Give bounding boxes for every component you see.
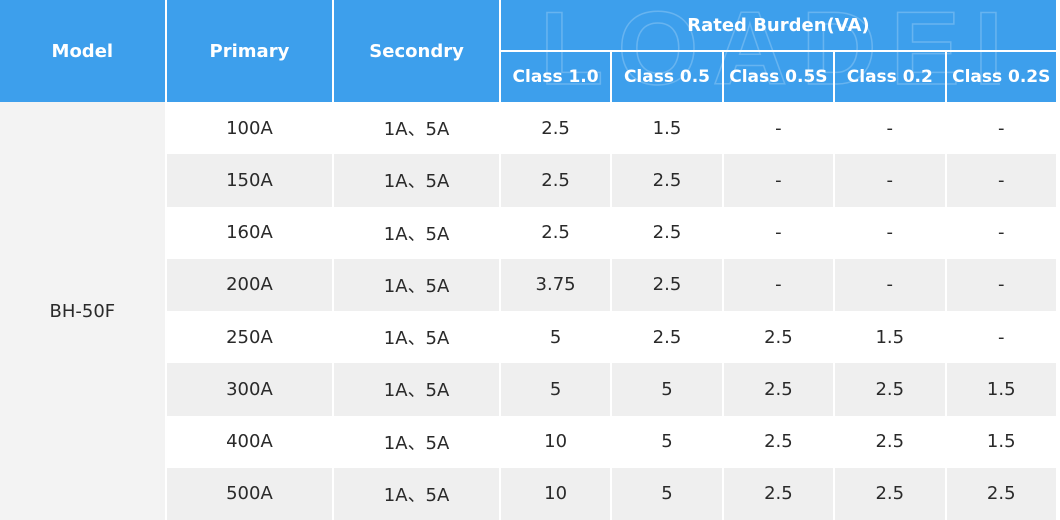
burden-value-cell: - <box>835 102 945 155</box>
burden-value-cell: 2.5 <box>500 206 611 259</box>
primary-cell: 160A <box>166 206 333 259</box>
burden-value-cell: 10 <box>500 415 611 468</box>
burden-value-cell: - <box>835 154 945 207</box>
burden-value-cell: 2.5 <box>723 467 834 520</box>
secondary-cell: 1A、5A <box>334 363 499 416</box>
burden-value-cell: 2.5 <box>723 311 834 364</box>
table-row: 250A 1A、5A 5 2.5 2.5 1.5- <box>0 311 1056 364</box>
burden-value-cell: - <box>723 258 834 311</box>
header-primary: Primary <box>166 0 333 102</box>
primary-cell: 150A <box>166 154 333 207</box>
model-cell: BH-50F <box>0 102 165 520</box>
burden-value-cell: 10 <box>500 467 611 520</box>
burden-value-cell: - <box>946 102 1056 155</box>
primary-cell: 250A <box>166 311 333 364</box>
table-row: 160A 1A、5A 2.5 2.5- - - <box>0 206 1056 259</box>
secondary-cell: 1A、5A <box>334 311 499 364</box>
burden-value-cell: - <box>946 154 1056 207</box>
secondary-cell: 1A、5A <box>334 258 499 311</box>
secondary-cell: 1A、5A <box>334 467 499 520</box>
burden-value-cell: 2.5 <box>612 206 722 259</box>
burden-value-cell: 5 <box>612 467 722 520</box>
secondary-cell: 1A、5A <box>334 206 499 259</box>
burden-value-cell: 2.5 <box>835 415 945 468</box>
secondary-cell: 1A、5A <box>334 415 499 468</box>
burden-value-cell: - <box>946 311 1056 364</box>
header-model: Model <box>0 0 165 102</box>
burden-value-cell: - <box>723 154 834 207</box>
table-row: 200A 1A、5A 3.75 2.5- - - <box>0 258 1056 311</box>
primary-cell: 500A <box>166 467 333 520</box>
burden-value-cell: 2.5 <box>835 467 945 520</box>
burden-value-cell: 2.5 <box>723 415 834 468</box>
primary-cell: 300A <box>166 363 333 416</box>
table-row: 500A 1A、5A 10 5 2.5 2.5 2.5 <box>0 467 1056 520</box>
header-secondary: Secondry <box>334 0 499 102</box>
burden-value-cell: 2.5 <box>612 154 722 207</box>
table-row: 400A 1A、5A 10 5 2.5 2.5 1.5 <box>0 415 1056 468</box>
header-class-0-5: Class 0.5 <box>612 52 722 102</box>
burden-value-cell: - <box>723 206 834 259</box>
burden-value-cell: 1.5 <box>946 415 1056 468</box>
header-class-0-2: Class 0.2 <box>835 52 945 102</box>
table-row: 150A 1A、5A 2.5 2.5- - - <box>0 154 1056 207</box>
burden-value-cell: 2.5 <box>612 258 722 311</box>
burden-value-cell: 1.5 <box>835 311 945 364</box>
burden-value-cell: 2.5 <box>500 102 611 155</box>
primary-cell: 400A <box>166 415 333 468</box>
burden-value-cell: 2.5 <box>612 311 722 364</box>
burden-value-cell: - <box>723 102 834 155</box>
burden-value-cell: - <box>946 258 1056 311</box>
burden-value-cell: - <box>835 258 945 311</box>
burden-value-cell: - <box>946 206 1056 259</box>
header-rated-burden: Rated Burden(VA) <box>500 0 1056 52</box>
secondary-cell: 1A、5A <box>334 154 499 207</box>
burden-value-cell: 2.5 <box>946 467 1056 520</box>
header-class-0-2s: Class 0.2S <box>946 52 1056 102</box>
secondary-cell: 1A、5A <box>334 102 499 155</box>
burden-value-cell: 2.5 <box>835 363 945 416</box>
burden-value-cell: 2.5 <box>500 154 611 207</box>
table-row: BH-50F 100A 1A、5A 2.5 1.5- - - <box>0 102 1056 520</box>
primary-cell: 200A <box>166 258 333 311</box>
table-row: 300A 1A、5A 5 5 2.5 2.5 1.5 <box>0 363 1056 416</box>
burden-value-cell: 3.75 <box>500 258 611 311</box>
primary-cell: 100A <box>166 102 333 155</box>
header-class-0-5s: Class 0.5S <box>723 52 834 102</box>
burden-value-cell: 1.5 <box>612 102 722 155</box>
burden-value-cell: 2.5 <box>723 363 834 416</box>
burden-value-cell: 5 <box>612 415 722 468</box>
burden-value-cell: 5 <box>612 363 722 416</box>
burden-value-cell: 5 <box>500 311 611 364</box>
table-body: BH-50F 100A 1A、5A 2.5 1.5- - -150A 1A、5A 2.5 2.5-… <box>0 102 1056 520</box>
burden-value-cell: 1.5 <box>946 363 1056 416</box>
header-class-1-0: Class 1.0 <box>500 52 611 102</box>
burden-value-cell: 5 <box>500 363 611 416</box>
burden-value-cell: - <box>835 206 945 259</box>
